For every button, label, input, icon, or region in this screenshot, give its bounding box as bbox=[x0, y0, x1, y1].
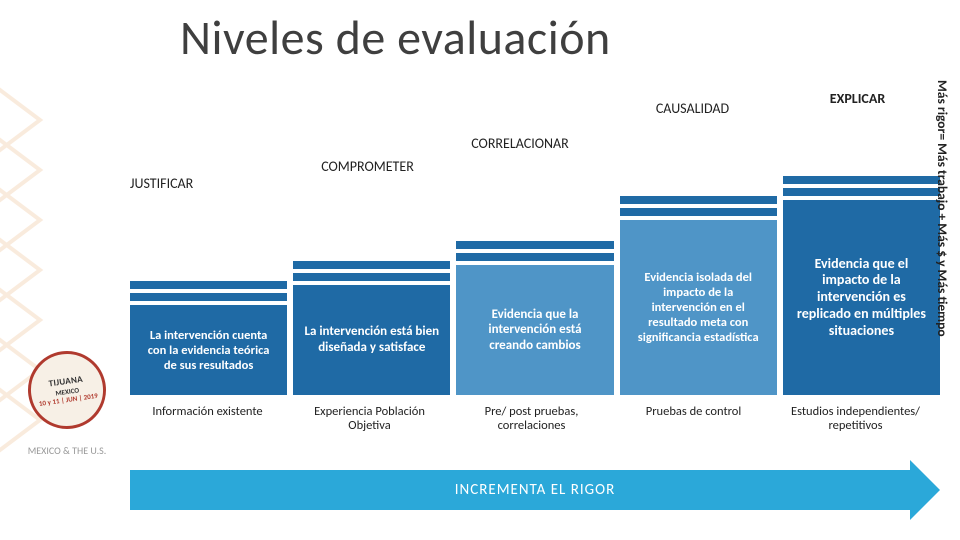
event-logo: TIJUANA MEXICO 10 y 11 | JUN | 2019 bbox=[12, 340, 122, 440]
tick bbox=[783, 188, 940, 196]
side-caption: Más rigor= Más trabajo + Más $ y Más tie… bbox=[934, 80, 954, 480]
event-sublabel: MEXICO & THE U.S. bbox=[12, 445, 122, 456]
col-2: La intervención está bien diseñada y sat… bbox=[293, 145, 450, 395]
rigor-arrow: INCREMENTA EL RIGOR bbox=[130, 470, 940, 510]
slide-title: Niveles de evaluación bbox=[180, 8, 611, 67]
caption-5: Estudios independientes/ repetitivos bbox=[778, 405, 933, 434]
tick bbox=[293, 273, 450, 281]
box-4: Evidencia isolada del impacto de la inte… bbox=[620, 220, 777, 395]
box-2: La intervención está bien diseñada y sat… bbox=[293, 285, 450, 395]
tick bbox=[783, 176, 940, 184]
level-explicar: EXPLICAR bbox=[780, 90, 935, 107]
columns-grid: La intervención cuenta con la evidencia … bbox=[130, 145, 940, 395]
col-3: Evidencia que la intervención está crean… bbox=[456, 145, 613, 395]
tick bbox=[130, 293, 287, 301]
tick bbox=[293, 261, 450, 269]
level-causalidad: CAUSALIDAD bbox=[615, 100, 770, 117]
tick bbox=[130, 281, 287, 289]
box-5: Evidencia que el impacto de la intervenc… bbox=[783, 200, 940, 395]
caption-3: Pre/ post pruebas, correlaciones bbox=[454, 405, 609, 434]
tick bbox=[456, 253, 613, 261]
tick bbox=[620, 196, 777, 204]
caption-1: Información existente bbox=[130, 405, 285, 419]
tick bbox=[620, 208, 777, 216]
col-4: Evidencia isolada del impacto de la inte… bbox=[620, 145, 777, 395]
box-3: Evidencia que la intervención está crean… bbox=[456, 265, 613, 395]
tick bbox=[456, 241, 613, 249]
box-1: La intervención cuenta con la evidencia … bbox=[130, 305, 287, 395]
caption-2: Experiencia Población Objetiva bbox=[292, 405, 447, 434]
arrow-label: INCREMENTA EL RIGOR bbox=[130, 470, 940, 510]
col-1: La intervención cuenta con la evidencia … bbox=[130, 145, 287, 395]
col-5: Evidencia que el impacto de la intervenc… bbox=[783, 145, 940, 395]
caption-4: Pruebas de control bbox=[616, 405, 771, 419]
